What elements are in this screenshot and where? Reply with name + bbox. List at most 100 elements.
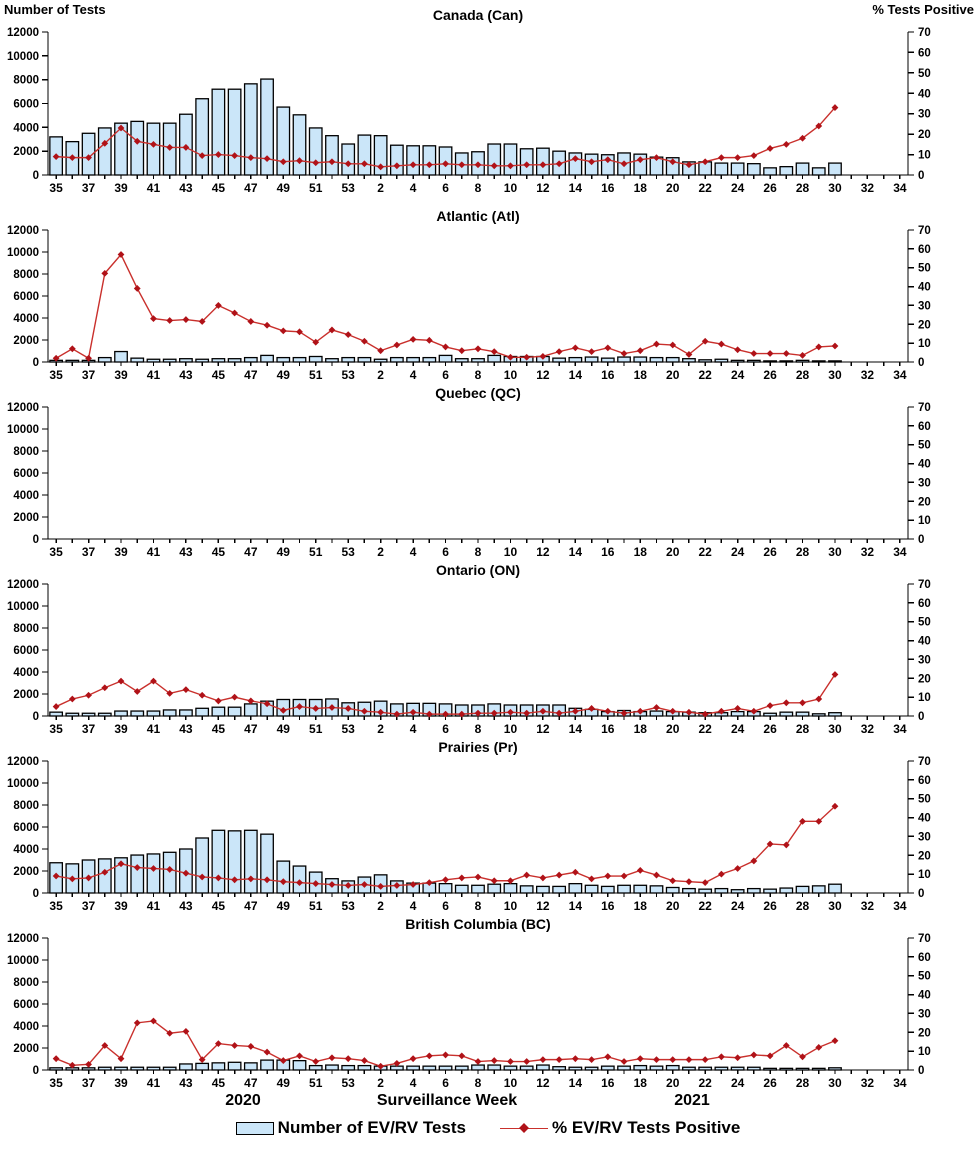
svg-text:37: 37 bbox=[82, 722, 96, 736]
diamond-marker-icon bbox=[279, 878, 287, 886]
diamond-marker-icon bbox=[555, 871, 563, 879]
svg-text:2: 2 bbox=[377, 368, 384, 382]
svg-text:12000: 12000 bbox=[7, 933, 39, 945]
shared-x-axis-footer: 2020 Surveillance Week 2021 Number of EV… bbox=[0, 1091, 976, 1152]
svg-text:12: 12 bbox=[536, 368, 550, 382]
svg-text:49: 49 bbox=[277, 545, 291, 559]
svg-text:49: 49 bbox=[277, 899, 291, 913]
svg-text:8000: 8000 bbox=[13, 269, 39, 281]
diamond-marker-icon bbox=[377, 163, 385, 171]
svg-text:4000: 4000 bbox=[13, 667, 39, 679]
svg-text:16: 16 bbox=[601, 545, 615, 559]
svg-text:32: 32 bbox=[861, 545, 875, 559]
bar-week-7 bbox=[454, 884, 469, 894]
bar-week-40 bbox=[130, 357, 145, 363]
diamond-marker-icon bbox=[214, 874, 222, 882]
svg-text:2: 2 bbox=[377, 545, 384, 559]
diamond-marker-icon bbox=[555, 1056, 563, 1064]
tick-labels: 0 2000 4000 6000 8000 10000 12000 0 10 20 30 40 50 60… bbox=[7, 402, 931, 559]
svg-text:12000: 12000 bbox=[7, 402, 39, 414]
bar-week-38 bbox=[97, 1066, 112, 1071]
bar-week-12 bbox=[536, 885, 550, 894]
bar-week-19 bbox=[649, 710, 664, 717]
svg-text:14: 14 bbox=[569, 368, 583, 382]
diamond-marker-icon bbox=[766, 1052, 774, 1060]
bar-week-24 bbox=[730, 710, 745, 717]
diamond-marker-icon bbox=[701, 1056, 709, 1064]
bar-week-49 bbox=[276, 356, 291, 363]
bar-week-49 bbox=[276, 860, 291, 894]
svg-text:70: 70 bbox=[918, 579, 931, 591]
diamond-marker-icon bbox=[344, 882, 352, 889]
diamond-marker-icon bbox=[442, 160, 449, 168]
diamond-marker-icon bbox=[507, 1058, 514, 1065]
svg-text:10: 10 bbox=[918, 692, 931, 704]
svg-text:26: 26 bbox=[763, 181, 777, 195]
legend-item-tests: Number of EV/RV Tests bbox=[235, 1118, 466, 1138]
svg-text:45: 45 bbox=[212, 1076, 226, 1090]
diamond-marker-icon bbox=[409, 1055, 417, 1063]
svg-text:53: 53 bbox=[342, 899, 356, 913]
bar-week-42 bbox=[162, 709, 177, 717]
bar-week-9 bbox=[487, 883, 502, 894]
svg-text:2000: 2000 bbox=[13, 512, 39, 524]
svg-text:8000: 8000 bbox=[13, 446, 39, 458]
diamond-marker-icon bbox=[717, 707, 725, 715]
svg-text:10: 10 bbox=[504, 1076, 518, 1090]
svg-text:60: 60 bbox=[918, 598, 931, 610]
diamond-marker-icon bbox=[539, 352, 547, 360]
bar-week-29 bbox=[811, 713, 826, 717]
bar-week-45 bbox=[211, 1062, 226, 1071]
diamond-marker-icon bbox=[312, 1058, 320, 1065]
svg-text:20: 20 bbox=[918, 850, 931, 862]
svg-text:0: 0 bbox=[918, 1065, 924, 1077]
bar-week-40 bbox=[130, 120, 145, 176]
bar-week-44 bbox=[195, 707, 210, 717]
bar-week-6 bbox=[438, 882, 453, 894]
bar-week-6 bbox=[438, 1065, 453, 1071]
svg-text:6000: 6000 bbox=[13, 822, 39, 834]
bar-week-39 bbox=[114, 350, 128, 363]
diamond-marker-icon bbox=[344, 1055, 352, 1063]
diamond-marker-icon bbox=[198, 152, 206, 159]
diamond-marker-icon bbox=[636, 347, 644, 355]
bar-week-27 bbox=[779, 1067, 794, 1071]
diamond-marker-icon bbox=[474, 345, 482, 353]
bar-week-5 bbox=[422, 356, 437, 363]
svg-text:22: 22 bbox=[698, 181, 712, 195]
svg-text:47: 47 bbox=[244, 545, 258, 559]
pct-positive-markers bbox=[52, 802, 839, 890]
panel-title: Canada (Can) bbox=[433, 7, 523, 23]
svg-text:35: 35 bbox=[49, 899, 63, 913]
svg-text:12: 12 bbox=[536, 545, 550, 559]
bar-week-43 bbox=[179, 358, 193, 363]
diamond-marker-icon bbox=[750, 152, 758, 159]
bar-week-24 bbox=[730, 359, 745, 363]
diamond-marker-icon bbox=[182, 144, 190, 151]
diamond-marker-icon bbox=[507, 877, 514, 885]
svg-text:26: 26 bbox=[763, 722, 777, 736]
svg-text:10: 10 bbox=[918, 869, 931, 881]
diamond-marker-icon bbox=[101, 269, 109, 277]
bar-week-12 bbox=[536, 1064, 550, 1071]
svg-text:32: 32 bbox=[861, 368, 875, 382]
diamond-marker-icon bbox=[669, 707, 677, 715]
bar-week-45 bbox=[211, 358, 226, 363]
svg-text:22: 22 bbox=[698, 368, 712, 382]
bar-week-11 bbox=[519, 885, 534, 894]
diamond-marker-icon bbox=[750, 350, 758, 357]
chart-panel-4: Ontario (ON)0200040006000800010000120000… bbox=[7, 562, 931, 736]
bar-week-38 bbox=[97, 356, 112, 363]
svg-text:6000: 6000 bbox=[13, 99, 39, 111]
bar-week-45 bbox=[211, 706, 226, 717]
panel-title: British Columbia (BC) bbox=[405, 916, 550, 932]
bar-week-14 bbox=[568, 882, 583, 894]
bar-week-28 bbox=[795, 359, 810, 363]
pct-positive-line bbox=[52, 251, 839, 362]
svg-text:22: 22 bbox=[698, 545, 712, 559]
svg-text:4: 4 bbox=[410, 722, 417, 736]
bar-week-37 bbox=[81, 132, 96, 176]
svg-text:16: 16 bbox=[601, 899, 615, 913]
bar-week-29 bbox=[811, 360, 826, 363]
bar-week-25 bbox=[746, 1066, 761, 1071]
